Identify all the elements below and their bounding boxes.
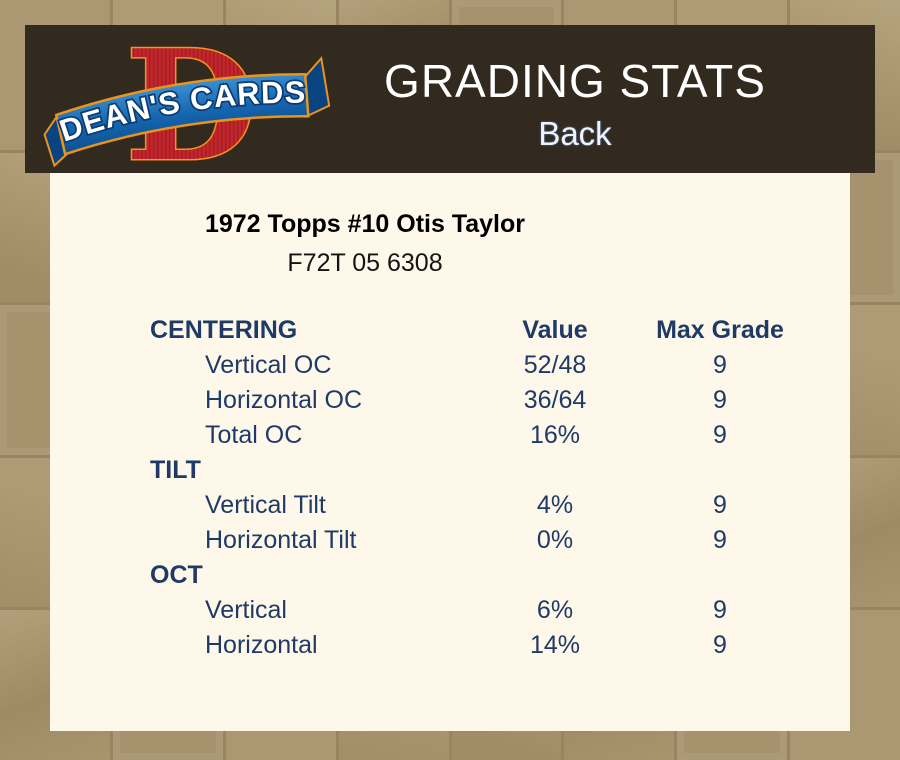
- page-title: GRADING STATS: [384, 55, 766, 107]
- stats-cell-cat: OCT: [150, 561, 203, 589]
- stats-row: Horizontal OC 36/64 9: [150, 383, 800, 418]
- deans-cards-logo: D DEAN'S CARDS: [43, 29, 331, 173]
- stats-cell-cat: CENTERING: [150, 316, 298, 344]
- stats-cell-grade: 9: [713, 526, 727, 554]
- stats-cell-val: 16%: [529, 421, 581, 449]
- card-title: 1972 Topps #10 Otis Taylor: [204, 210, 526, 238]
- card-serial-number: F72T 05 6308: [287, 249, 443, 277]
- stats-cell-val: 14%: [529, 631, 581, 659]
- stats-row: Vertical Tilt 4% 9: [150, 488, 800, 523]
- stats-cell-cat: Vertical: [205, 596, 287, 624]
- stats-cell-cat: TILT: [150, 456, 201, 484]
- stats-cell-cat: Horizontal: [205, 631, 318, 659]
- stats-cell-grade: Max Grade: [656, 316, 784, 344]
- stats-cell-val: 36/64: [523, 386, 587, 414]
- stats-cell-cat: Vertical Tilt: [205, 491, 326, 519]
- stats-cell-cat: Total OC: [205, 421, 303, 449]
- grading-stats-table: CENTERING Value Max Grade Vertical OC 52/48 9…: [150, 313, 800, 663]
- stats-row: Horizontal Tilt 0% 9: [150, 523, 800, 558]
- stats-cell-cat: Vertical OC: [205, 351, 332, 379]
- stats-cell-grade: 9: [713, 491, 727, 519]
- stats-cell-grade: 9: [713, 351, 727, 379]
- stats-row: Total OC 16% 9: [150, 418, 800, 453]
- header-text-block: GRADING STATS Back: [305, 25, 845, 173]
- header-bar: D DEAN'S CARDS GRADING STATS Back: [25, 25, 875, 173]
- stats-cell-grade: 9: [713, 386, 727, 414]
- stats-cell-grade: 9: [713, 596, 727, 624]
- stats-cell-val: Value: [522, 316, 588, 344]
- stats-cell-cat: Horizontal Tilt: [205, 526, 357, 554]
- stats-cell-val: 6%: [536, 596, 574, 624]
- stats-section-row: TILT: [150, 453, 800, 488]
- card-title-block: 1972 Topps #10 Otis Taylor F72T 05 6308: [50, 209, 680, 278]
- stats-cell-cat: Horizontal OC: [205, 386, 362, 414]
- stats-row: Vertical 6% 9: [150, 593, 800, 628]
- stats-cell-val: 0%: [536, 526, 574, 554]
- stats-section-row: OCT: [150, 558, 800, 593]
- stats-cell-grade: 9: [713, 421, 727, 449]
- stats-cell-val: 4%: [536, 491, 574, 519]
- stats-panel: 1972 Topps #10 Otis Taylor F72T 05 6308 …: [50, 173, 850, 731]
- stats-row: Horizontal 14% 9: [150, 628, 800, 663]
- stats-cell-grade: 9: [713, 631, 727, 659]
- stats-row: Vertical OC 52/48 9: [150, 348, 800, 383]
- stats-header-row: CENTERING Value Max Grade: [150, 313, 800, 348]
- stats-cell-val: 52/48: [523, 351, 587, 379]
- card-side-label: Back: [538, 115, 612, 152]
